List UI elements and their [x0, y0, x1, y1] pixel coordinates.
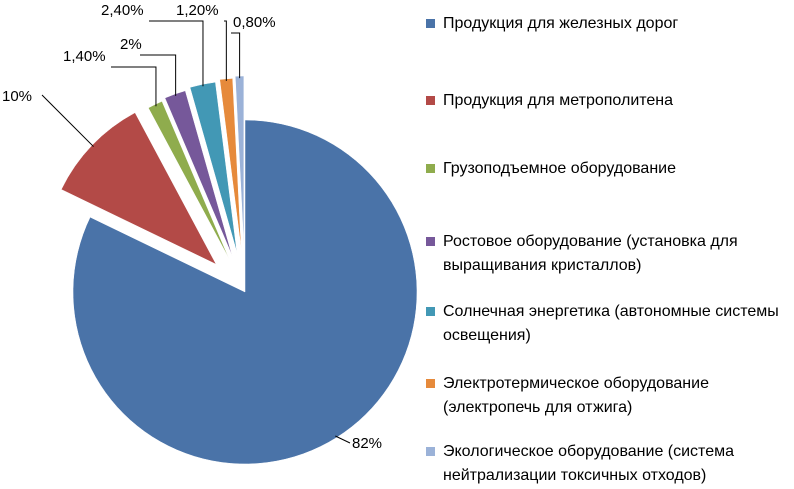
leader-line-7 [231, 32, 241, 79]
legend-label: Продукция для метрополитена [443, 92, 674, 109]
legend-item-6: Электротермическое оборудование (электро… [426, 372, 794, 420]
leader-line-4 [140, 54, 177, 96]
legend-swatch [426, 96, 435, 105]
legend-label: Грузоподъемное оборудование [443, 160, 676, 177]
legend-label: Ростовое оборудование (установка для выр… [443, 233, 738, 274]
legend-item-2: Продукция для метрополитена [426, 89, 794, 113]
data-label-5: 2,40% [101, 2, 144, 19]
leader-line-6 [224, 20, 227, 81]
legend-item-1: Продукция для железных дорог [426, 12, 794, 36]
pie-slices [60, 75, 418, 465]
legend-item-7: Экологическое оборудование (система нейт… [426, 440, 794, 488]
data-label-7: 0,80% [233, 14, 276, 31]
leader-line-1 [335, 435, 351, 444]
data-label-4: 2% [120, 36, 142, 53]
legend-swatch [426, 164, 435, 173]
legend-swatch [426, 19, 435, 28]
legend-label: Солнечная энергетика (автономные системы… [443, 303, 779, 344]
leader-line-3 [111, 66, 157, 107]
data-labels: 82% 10% 1,40% 2% 2,40% 1,20% 0,80% [2, 2, 382, 452]
legend-swatch [426, 307, 435, 316]
legend-label: Экологическое оборудование (система нейт… [443, 443, 734, 484]
pie-slice-1 [72, 119, 418, 465]
legend-item-3: Грузоподъемное оборудование [426, 157, 794, 181]
leader-line-5 [149, 20, 204, 87]
data-label-2: 10% [2, 88, 32, 105]
leader-line-2 [41, 94, 94, 147]
legend-label: Продукция для железных дорог [443, 15, 679, 32]
legend-swatch [426, 379, 435, 388]
pie-slice-3 [147, 100, 230, 260]
legend-item-5: Солнечная энергетика (автономные системы… [426, 300, 794, 348]
pie-slice-4 [164, 90, 233, 257]
legend-swatch [426, 237, 435, 246]
legend-item-4: Ростовое оборудование (установка для выр… [426, 230, 794, 278]
leader-lines [41, 20, 351, 444]
legend-swatch [426, 447, 435, 456]
data-label-3: 1,40% [63, 48, 106, 65]
data-label-6: 1,20% [176, 2, 219, 19]
legend: Продукция для железных дорог Продукция дл… [426, 0, 794, 489]
data-label-1: 82% [352, 435, 382, 452]
legend-label: Электротермическое оборудование (электро… [443, 375, 709, 416]
